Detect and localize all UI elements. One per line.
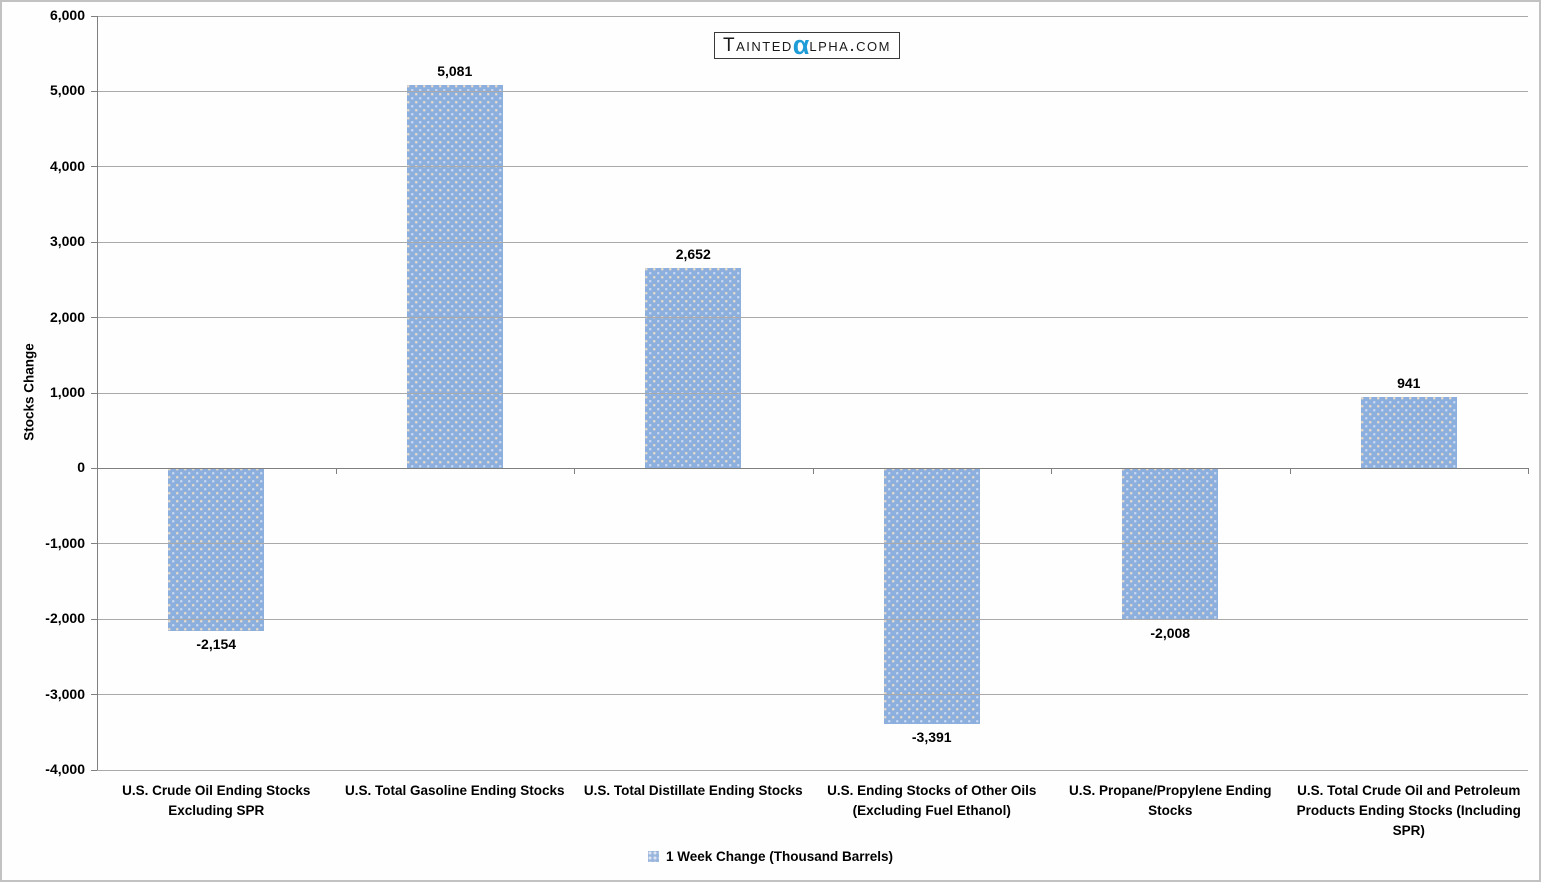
bar-6[interactable]	[1360, 397, 1457, 469]
gridline	[97, 241, 1528, 243]
y-axis-tick	[91, 317, 97, 319]
y-tick-label: 6,000	[49, 7, 85, 23]
gridline	[97, 90, 1528, 92]
value-label-2: 5,081	[385, 63, 525, 81]
value-label-1: -2,154	[146, 635, 286, 653]
gridline	[97, 166, 1528, 168]
y-axis-tick	[91, 467, 97, 469]
y-tick-label: -4,000	[45, 761, 85, 777]
category-label-5: U.S. Propane/Propylene Ending Stocks	[1068, 783, 1272, 818]
y-tick-label: 1,000	[49, 384, 85, 400]
bar-2[interactable]	[406, 85, 503, 469]
category-label-4: U.S. Ending Stocks of Other Oils (Exclud…	[827, 783, 1037, 818]
y-tick-label: 5,000	[49, 82, 85, 99]
gridline	[97, 543, 1528, 545]
y-axis-line	[97, 16, 98, 770]
value-label-5: -2,008	[1100, 624, 1240, 642]
y-tick-label: 4,000	[49, 157, 85, 174]
watermark-prefix: Tainted	[723, 35, 793, 56]
y-tick-label: -2,000	[45, 610, 85, 627]
category-label-6: U.S. Total Crude Oil and Petroleum Produ…	[1296, 783, 1521, 838]
y-tick-label: -3,000	[45, 685, 85, 702]
bar-3[interactable]	[645, 268, 742, 469]
alpha-glyph: α	[792, 29, 810, 60]
y-tick-label: 3,000	[49, 233, 85, 250]
category-axis-tick	[812, 468, 814, 475]
category-axis-tick	[574, 468, 575, 475]
y-tick-label: 0	[77, 459, 85, 476]
gridline	[97, 769, 1528, 771]
value-label-3: 2,652	[623, 246, 763, 264]
watermark-taintedalpha: Tainted α lpha.com	[714, 29, 900, 60]
y-axis-tick	[91, 241, 97, 243]
category-axis-tick	[1289, 468, 1291, 475]
legend: 1 Week Change (Thousand Barrels)	[2, 849, 1539, 864]
category-axis-tick	[1528, 468, 1529, 475]
value-label-6: 941	[1339, 375, 1479, 393]
y-axis-tick	[91, 769, 97, 771]
y-axis-tick	[91, 618, 97, 620]
gridline	[97, 15, 1528, 17]
category-label-3: U.S. Total Distillate Ending Stocks	[583, 783, 803, 798]
category-label-2: U.S. Total Gasoline Ending Stocks	[344, 783, 565, 798]
y-axis-tick	[91, 15, 97, 17]
gridline	[97, 392, 1528, 394]
category-label-1: U.S. Crude Oil Ending Stocks Excluding S…	[122, 783, 311, 818]
value-label-4: -3,391	[862, 729, 1002, 747]
y-axis-tick	[91, 90, 97, 92]
legend-marker-icon	[647, 851, 659, 862]
gridline	[97, 618, 1528, 620]
category-axis-tick	[335, 468, 337, 475]
y-axis-tick	[91, 543, 97, 545]
y-tick-label: -1,000	[45, 534, 85, 551]
watermark-suffix: lpha.com	[809, 35, 891, 56]
category-axis-tick	[97, 468, 98, 475]
y-tick-label: 2,000	[49, 308, 85, 325]
y-axis-tick	[91, 166, 97, 168]
bar-1[interactable]	[168, 468, 265, 631]
gridline	[97, 694, 1528, 696]
bar-4[interactable]	[883, 468, 980, 725]
y-axis-tick	[91, 694, 97, 696]
y-axis-tick	[91, 392, 97, 394]
legend-label: 1 Week Change (Thousand Barrels)	[665, 849, 894, 864]
category-axis-tick	[1051, 468, 1052, 475]
gridline	[97, 317, 1528, 319]
